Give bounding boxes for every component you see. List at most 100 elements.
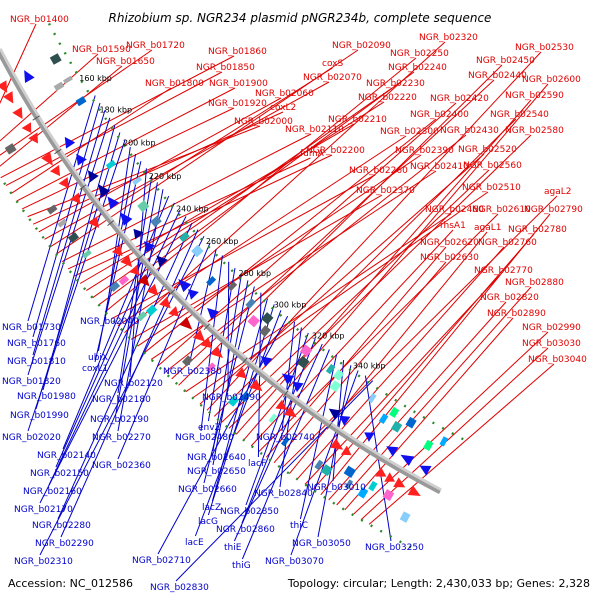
- forward-gene-label: NGR_b01850: [196, 63, 255, 73]
- forward-gene-arrow: [275, 399, 287, 411]
- forward-gene-label: NGR_b02450: [476, 56, 535, 66]
- forward-gene-label-connector: [73, 154, 333, 277]
- reverse-gene-label: NGR_b02830: [150, 583, 209, 593]
- forward-gene-arrow: [407, 485, 421, 496]
- forward-gene-label: NGR_b02760: [478, 238, 537, 248]
- reverse-gene-label-connector: [94, 161, 142, 363]
- forward-gene-arrow: [329, 438, 344, 450]
- cog-feature-block: [280, 436, 290, 447]
- forward-gene-label: agaL2: [544, 187, 571, 197]
- label-connector-lines: [0, 23, 558, 582]
- reverse-gene-label-connector: [39, 235, 205, 556]
- forward-gene-label: NGR_b02790: [524, 205, 583, 215]
- cog-feature-block: [247, 314, 260, 328]
- cog-feature-block: [145, 304, 158, 316]
- forward-gene-label: NGR_b02540: [490, 110, 549, 120]
- forward-gene-label-connector: [50, 67, 333, 248]
- kbp-tick-label: 260 kbp: [206, 237, 239, 246]
- cog-feature-block: [344, 479, 354, 490]
- cog-feature-block: [268, 413, 278, 424]
- reverse-gene-arrow: [87, 170, 99, 183]
- forward-gene-arrow: [179, 316, 193, 330]
- cog-feature-block: [245, 298, 256, 309]
- cog-feature-block: [181, 355, 194, 367]
- kbp-tick-mark: [32, 115, 40, 121]
- forward-gene-label: NGR_b02260: [349, 166, 408, 176]
- forward-gene-label: NGR_b02250: [390, 49, 449, 59]
- map-title: Rhizobium sp. NGR234 plasmid pNGR234b, c…: [109, 11, 492, 25]
- forward-gene-label: NGR_b02890: [487, 309, 546, 319]
- cog-feature-block: [49, 53, 62, 65]
- forward-gene-label: NGR_b02630: [420, 253, 479, 263]
- reverse-gene-label-connector: [203, 286, 255, 484]
- reverse-gene-label-connector: [60, 229, 199, 538]
- forward-gene-label-connector: [130, 194, 383, 340]
- forward-gene-arrow: [41, 151, 53, 166]
- cog-feature-block: [259, 325, 271, 337]
- reverse-gene-label-connector: [241, 338, 316, 524]
- reverse-gene-label-connector: [32, 110, 106, 356]
- reverse-gene-label: NGR_b02190: [90, 415, 149, 425]
- reverse-gene-arrow: [98, 183, 111, 198]
- cog-feature-block: [378, 413, 389, 424]
- reverse-gene-label: coxL1: [82, 364, 108, 374]
- reverse-gene-arrow: [339, 415, 351, 426]
- cog-feature-block: [399, 511, 411, 523]
- forward-gene-arrow: [88, 216, 100, 228]
- kbp-tick-label: 340 kbp: [353, 361, 386, 370]
- reverse-gene-label-connector: [299, 354, 337, 520]
- forward-gene-label: NGR_b02880: [505, 278, 564, 288]
- reverse-gene-label-connector: [245, 332, 309, 506]
- forward-gene-label: NGR_b02590: [505, 91, 564, 101]
- forward-gene-label: NGR_b02580: [505, 126, 564, 136]
- forward-gene-label: NGR_b02240: [388, 63, 447, 73]
- reverse-gene-label: ubiX: [88, 353, 108, 363]
- forward-gene-arrow: [249, 379, 263, 392]
- gene-feature-tracks: [0, 53, 449, 523]
- forward-gene-arrow: [393, 477, 406, 488]
- forward-gene-label: NGR_b02200: [306, 146, 365, 156]
- cog-feature-block: [4, 143, 17, 155]
- cog-feature-block: [67, 232, 80, 243]
- cog-feature-block: [439, 436, 449, 447]
- reverse-gene-label: NGR_b03050: [292, 539, 351, 549]
- reverse-gene-label-connector: [233, 343, 323, 542]
- forward-gene-arrow: [210, 345, 223, 358]
- forward-gene-arrow: [28, 132, 39, 144]
- forward-gene-label-connector: [157, 102, 457, 367]
- forward-gene-label: NGR_b01900: [209, 79, 268, 89]
- forward-gene-arrow: [235, 367, 248, 379]
- reverse-gene-label: NGR_b02660: [178, 485, 237, 495]
- reverse-gene-label-connector: [227, 261, 230, 392]
- reverse-gene-arrow: [400, 454, 415, 466]
- forward-gene-label-connector: [289, 231, 488, 475]
- cog-feature-block: [118, 275, 130, 286]
- forward-gene-arrow: [159, 296, 171, 309]
- forward-gene-label: NGR_b02320: [419, 33, 478, 43]
- forward-gene-label: NGR_b01400: [10, 15, 69, 25]
- reverse-gene-label: NGR_b01990: [10, 411, 69, 421]
- forward-gene-label: NGR_b02600: [522, 75, 581, 85]
- cog-feature-block: [325, 363, 336, 375]
- cog-feature-block: [46, 204, 58, 215]
- reverse-gene-arrow: [281, 373, 295, 385]
- forward-gene-arrow: [111, 244, 123, 257]
- forward-gene-label-connector: [273, 261, 447, 464]
- forward-gene-label-connector: [11, 87, 172, 194]
- kbp-tick-label: 320 kbp: [312, 332, 345, 341]
- forward-gene-arrow: [384, 472, 396, 482]
- forward-gene-label: fumA: [300, 149, 325, 159]
- reverse-gene-label-connector: [200, 255, 223, 432]
- reverse-gene-label: lacG: [198, 517, 218, 527]
- forward-gene-label: NGR_b02560: [463, 161, 522, 171]
- forward-gene-label-connector: [312, 233, 535, 491]
- reverse-gene-label: NGR_b01760: [7, 339, 66, 349]
- cog-feature-block: [405, 416, 417, 429]
- reverse-gene-label: thiG: [232, 561, 251, 571]
- cog-feature-block: [297, 356, 310, 369]
- forward-gene-label-connector: [117, 135, 407, 327]
- reverse-gene-arrow: [328, 408, 342, 420]
- forward-gene-label: NGR_b01860: [208, 47, 267, 57]
- reverse-gene-label: NGR_b01730: [2, 323, 61, 333]
- reverse-gene-label: NGR_b02640: [187, 453, 246, 463]
